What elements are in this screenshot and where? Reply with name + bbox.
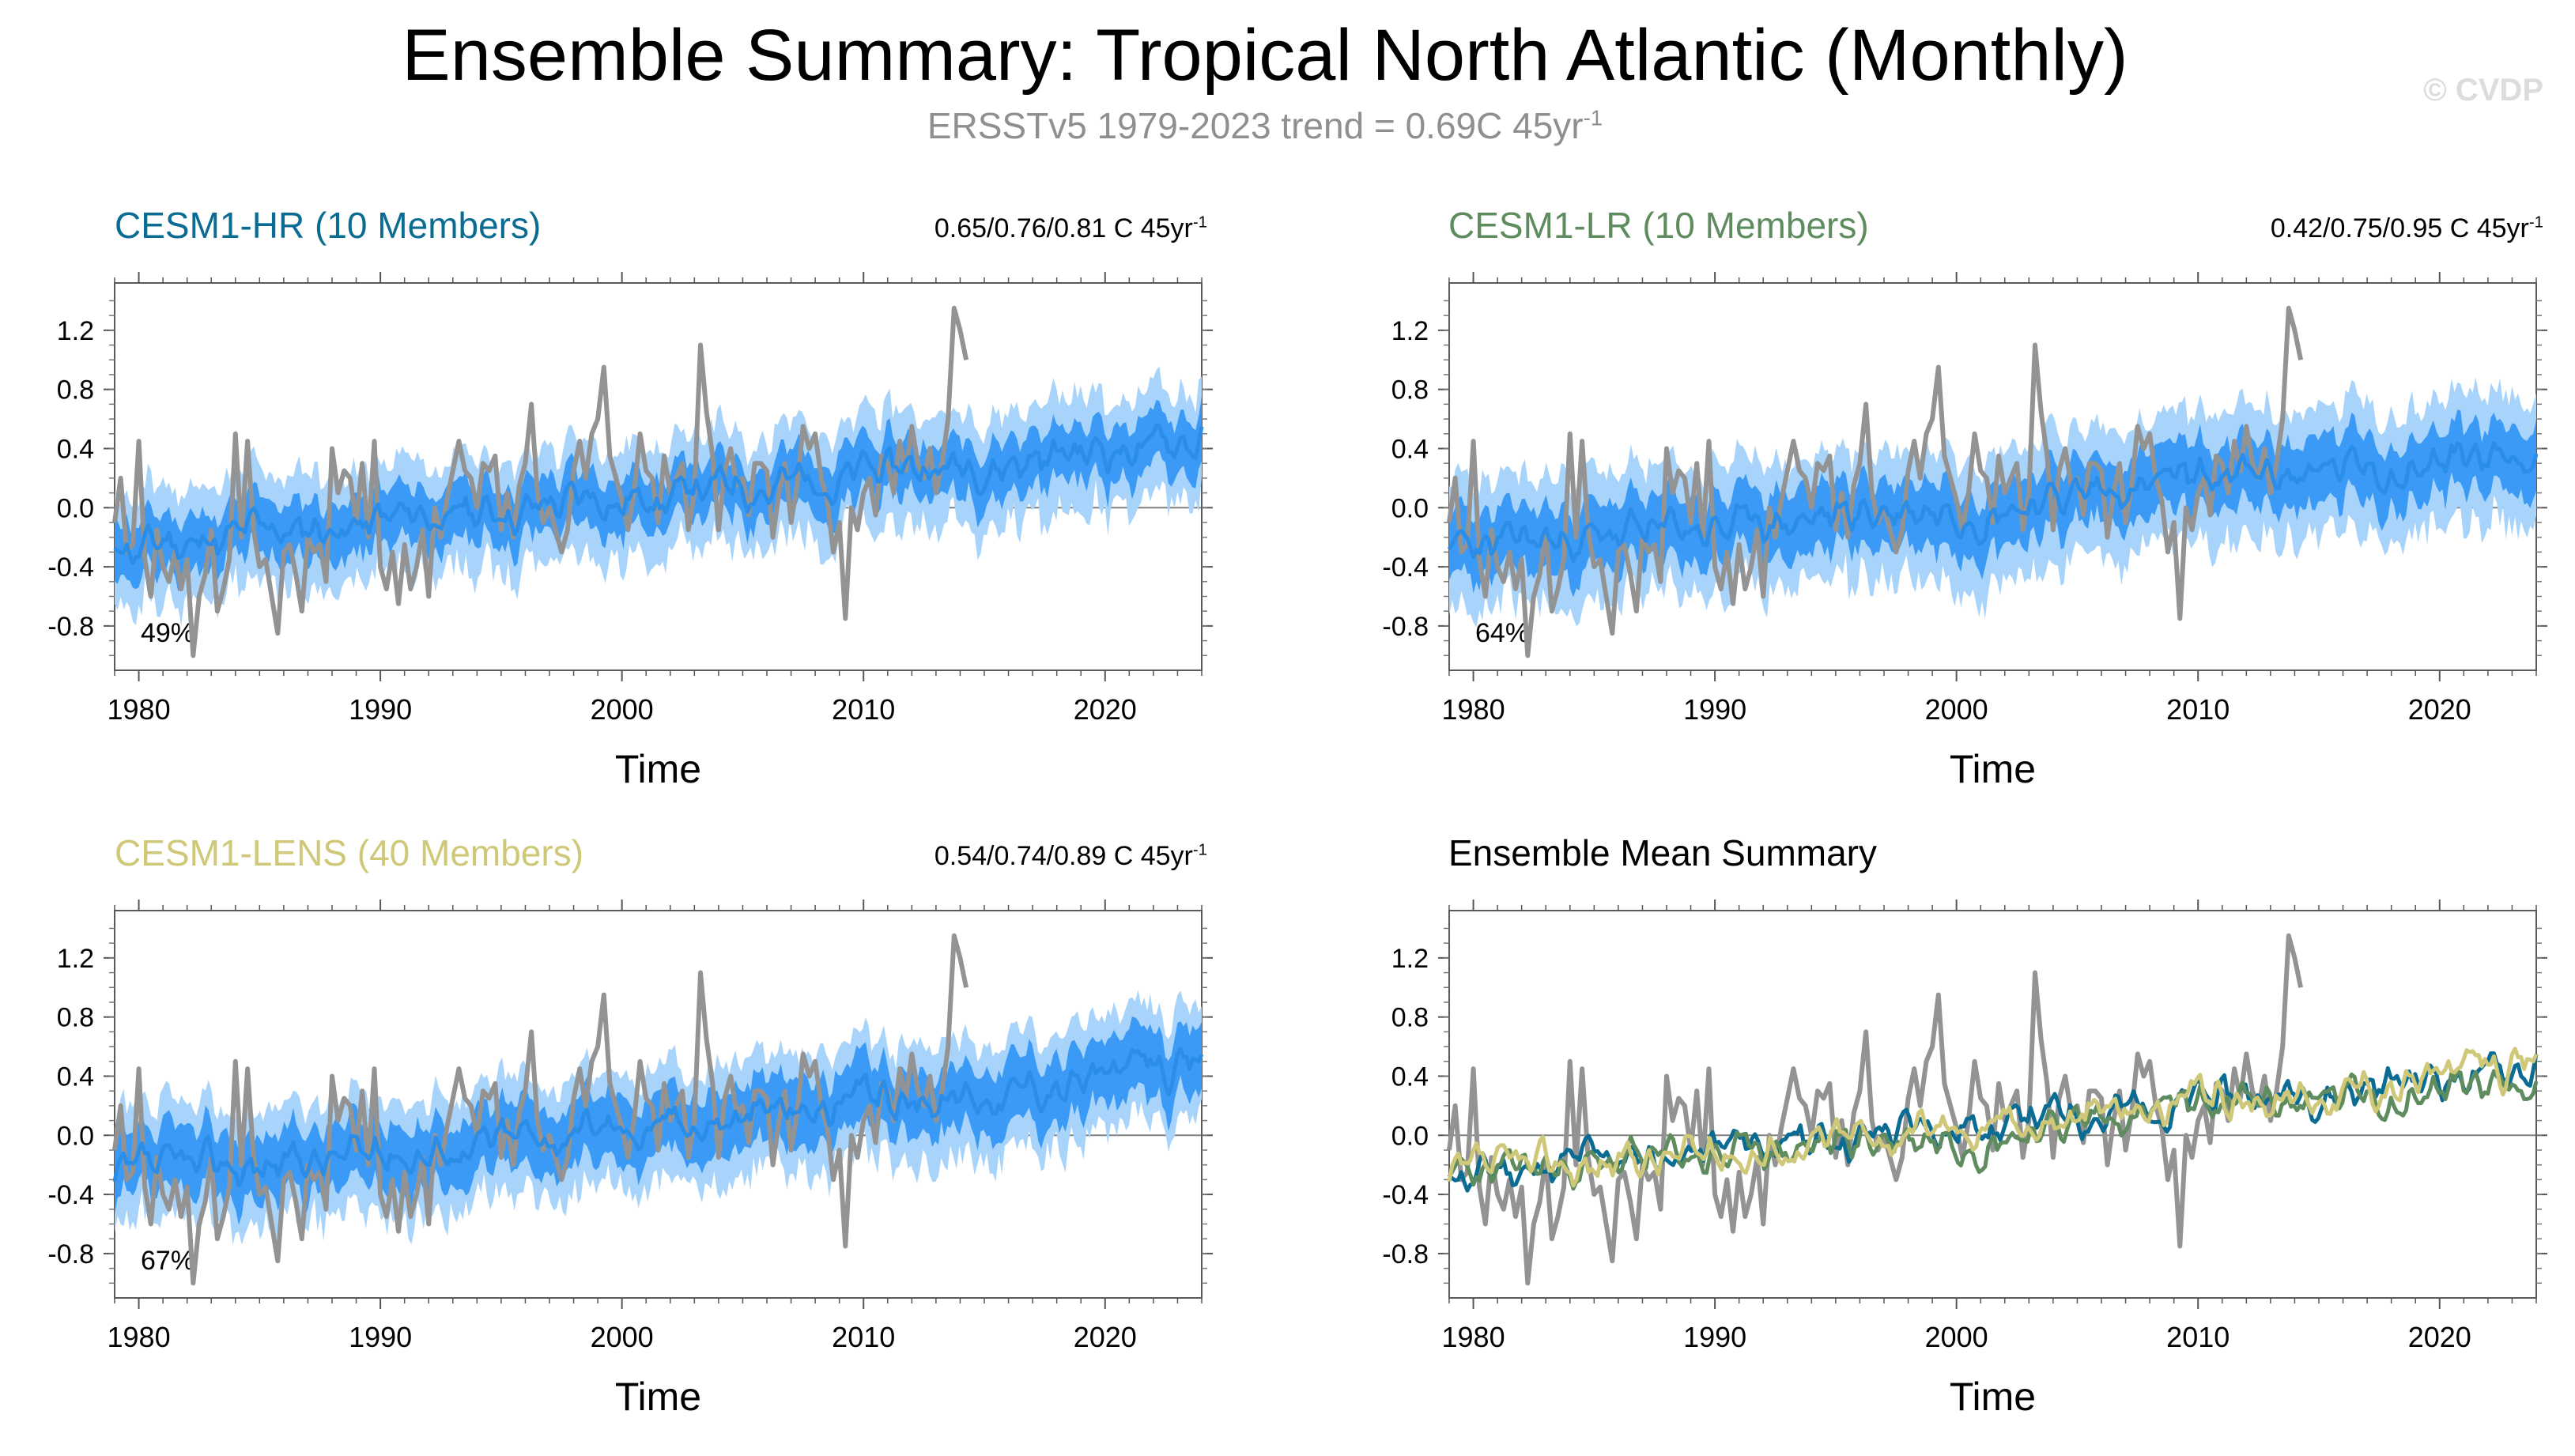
- y-tick-label-lr: -0.4: [1382, 553, 1429, 583]
- y-tick-label-lr: 0.0: [1391, 493, 1429, 523]
- ensemble-mean-line-lr: [1447, 441, 2539, 564]
- percent-label-lr: 64%: [1475, 618, 1530, 648]
- panel-title-hr: CESM1-HR (10 Members): [115, 205, 542, 246]
- y-tick-label-lens: 0.0: [57, 1121, 94, 1151]
- observation-line-lr: [1447, 305, 2304, 658]
- spread-inner-band-hr: [115, 395, 1202, 592]
- figure-title: Ensemble Summary: Tropical North Atlanti…: [402, 15, 2128, 96]
- y-tick-label-lr: -0.8: [1382, 612, 1429, 642]
- trend-exponent-lr: -1: [2528, 213, 2543, 232]
- trend-text-hr: 0.65/0.76/0.81 C 45yr-1: [934, 213, 1207, 244]
- x-tick-label-hr: 2020: [1074, 693, 1137, 726]
- x-tick-label-lr: 2000: [1925, 693, 1988, 726]
- x-tick-label-lens: 1980: [108, 1321, 171, 1353]
- panel-title-summary: Ensemble Mean Summary: [1448, 832, 1877, 873]
- x-tick-label-lens: 1990: [349, 1321, 412, 1353]
- y-tick-label-summary: 0.8: [1391, 1003, 1429, 1033]
- y-tick-label-lens: 0.8: [57, 1003, 94, 1033]
- trend-exponent-lens: -1: [1192, 841, 1207, 859]
- x-tick-label-lr: 1980: [1442, 693, 1505, 726]
- y-tick-label-hr: -0.8: [47, 612, 94, 642]
- ensemble-mean-line-summary-2: [1447, 1069, 2539, 1191]
- ensemble-mean-line-summary-3: [1447, 1047, 2539, 1188]
- y-tick-label-summary: 0.0: [1391, 1121, 1429, 1151]
- y-tick-label-hr: 0.0: [57, 493, 94, 523]
- plot-frame-hr: [114, 282, 1203, 671]
- y-tick-label-summary: -0.8: [1382, 1239, 1429, 1269]
- plot-frame-summary: [1448, 910, 2537, 1299]
- y-tick-label-lens: -0.4: [47, 1180, 94, 1210]
- y-tick-label-lr: 0.8: [1391, 375, 1429, 405]
- y-tick-label-lr: 1.2: [1391, 316, 1429, 346]
- y-tick-label-lr: 0.4: [1391, 434, 1429, 464]
- trend-value-lr: 0.42/0.75/0.95 C 45yr: [2270, 213, 2529, 243]
- observation-line-lens: [112, 933, 969, 1286]
- y-tick-label-hr: 0.8: [57, 375, 94, 405]
- x-tick-label-summary: 2020: [2408, 1321, 2471, 1353]
- y-tick-label-hr: -0.4: [47, 553, 94, 583]
- trend-text-lens: 0.54/0.74/0.89 C 45yr-1: [934, 841, 1207, 872]
- ensemble-mean-line-lens: [112, 1047, 1204, 1188]
- x-axis-label-lens: Time: [615, 1375, 701, 1419]
- trend-exponent-hr: -1: [1192, 213, 1207, 232]
- panel-title-lens: CESM1-LENS (40 Members): [115, 832, 584, 873]
- x-tick-label-lens: 2020: [1074, 1321, 1137, 1353]
- y-tick-label-hr: 0.4: [57, 434, 94, 464]
- x-tick-label-hr: 1980: [108, 693, 171, 726]
- y-tick-label-lens: 0.4: [57, 1062, 94, 1092]
- x-tick-label-hr: 1990: [349, 693, 412, 726]
- y-tick-label-lens: 1.2: [57, 944, 94, 974]
- y-tick-label-summary: 0.4: [1391, 1062, 1429, 1092]
- y-tick-label-summary: -0.4: [1382, 1180, 1429, 1210]
- cvdp-watermark: © CVDP: [2423, 73, 2543, 108]
- x-tick-label-summary: 2010: [2166, 1321, 2230, 1353]
- trend-value-lens: 0.54/0.74/0.89 C 45yr: [934, 841, 1193, 871]
- subtitle-exponent: -1: [1583, 105, 1603, 130]
- panel-title-lr: CESM1-LR (10 Members): [1448, 205, 1869, 246]
- x-axis-label-hr: Time: [615, 747, 701, 791]
- trend-text-lr: 0.42/0.75/0.95 C 45yr-1: [2271, 213, 2543, 244]
- plot-frame-lens: [114, 910, 1203, 1299]
- x-axis-label-lr: Time: [1950, 747, 2036, 791]
- figure-subtitle: ERSSTv5 1979-2023 trend = 0.69C 45yr-1: [0, 104, 2530, 147]
- ensemble-mean-line-hr: [113, 424, 1204, 565]
- y-tick-label-summary: 1.2: [1391, 944, 1429, 974]
- percent-label-hr: 49%: [141, 618, 195, 648]
- x-tick-label-lens: 2010: [832, 1321, 895, 1353]
- subtitle-text: ERSSTv5 1979-2023 trend = 0.69C 45yr: [927, 105, 1584, 146]
- x-tick-label-summary: 1980: [1442, 1321, 1505, 1353]
- x-tick-label-summary: 1990: [1683, 1321, 1746, 1353]
- x-tick-label-lr: 2010: [2166, 693, 2230, 726]
- percent-label-lens: 67%: [141, 1246, 195, 1276]
- x-axis-label-summary: Time: [1950, 1375, 2036, 1419]
- x-tick-label-lens: 2000: [591, 1321, 654, 1353]
- x-tick-label-summary: 2000: [1925, 1321, 1988, 1353]
- x-tick-label-lr: 1990: [1683, 693, 1746, 726]
- x-tick-label-hr: 2010: [832, 693, 895, 726]
- x-tick-label-hr: 2000: [591, 693, 654, 726]
- x-tick-label-lr: 2020: [2408, 693, 2471, 726]
- trend-value-hr: 0.65/0.76/0.81 C 45yr: [934, 213, 1193, 243]
- y-tick-label-lens: -0.8: [47, 1239, 94, 1269]
- y-tick-label-hr: 1.2: [57, 316, 94, 346]
